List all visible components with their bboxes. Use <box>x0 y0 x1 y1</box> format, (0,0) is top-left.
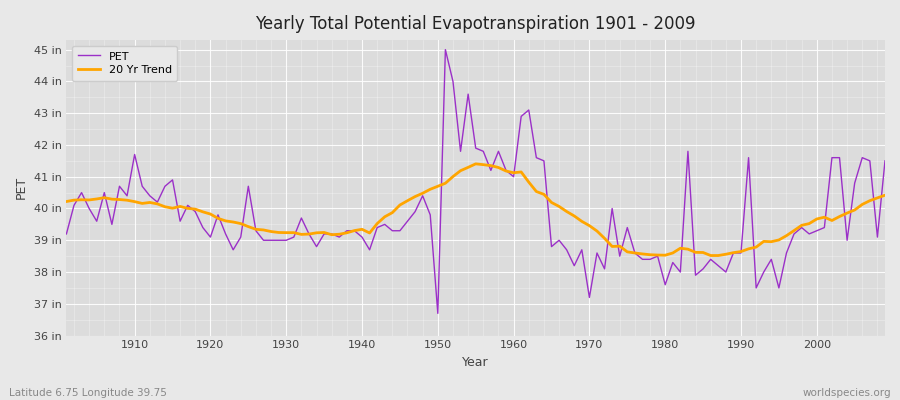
20 Yr Trend <box>61 199 72 204</box>
PET <box>432 311 443 316</box>
Title: Yearly Total Potential Evapotranspiration 1901 - 2009: Yearly Total Potential Evapotranspiratio… <box>256 15 696 33</box>
20 Yr Trend <box>288 230 299 235</box>
20 Yr Trend <box>879 193 890 198</box>
PET <box>516 114 526 119</box>
PET <box>879 158 890 163</box>
PET <box>61 232 72 236</box>
PET <box>334 235 345 240</box>
20 Yr Trend <box>471 162 482 166</box>
PET <box>524 108 535 112</box>
20 Yr Trend <box>508 170 519 175</box>
PET <box>122 193 132 198</box>
PET <box>440 47 451 52</box>
PET <box>615 254 626 258</box>
Text: worldspecies.org: worldspecies.org <box>803 388 891 398</box>
20 Yr Trend <box>122 198 132 203</box>
Y-axis label: PET: PET <box>15 176 28 200</box>
20 Yr Trend <box>706 253 716 258</box>
20 Yr Trend <box>334 232 345 237</box>
Legend: PET, 20 Yr Trend: PET, 20 Yr Trend <box>72 46 177 81</box>
20 Yr Trend <box>607 244 617 249</box>
Text: Latitude 6.75 Longitude 39.75: Latitude 6.75 Longitude 39.75 <box>9 388 166 398</box>
X-axis label: Year: Year <box>463 356 489 369</box>
PET <box>288 235 299 240</box>
Line: PET: PET <box>67 50 885 313</box>
20 Yr Trend <box>516 170 526 174</box>
Line: 20 Yr Trend: 20 Yr Trend <box>67 164 885 256</box>
